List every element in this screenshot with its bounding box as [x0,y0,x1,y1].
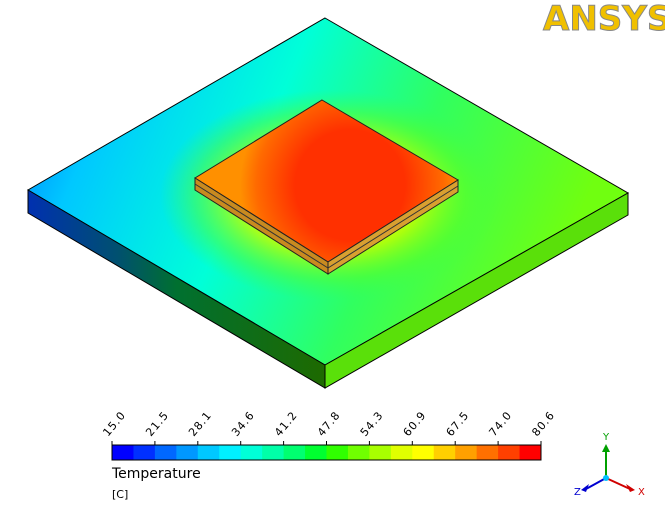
colorbar-segment [262,445,285,460]
colorbar-segment [283,445,306,460]
colorbar-tick-label: 74.0 [486,409,514,439]
legend-unit: [C] [112,488,128,501]
legend-title: Temperature [111,466,201,482]
chip-layer [327,185,459,269]
colorbar-tick-label: 47.8 [315,409,343,439]
triad-origin [603,475,609,481]
logo: ANSYS [543,0,665,39]
colorbar-segment [112,445,134,460]
chip-layer [194,183,329,269]
colorbar-segment [390,445,413,460]
colorbar-tick-label: 60.9 [401,409,429,439]
colorbar-tick-label: 41.2 [272,409,300,439]
triad-y-label: Y [602,432,610,443]
triad-x-arrow [626,484,635,492]
colorbar-segment [412,445,435,460]
triad-x-label: X [638,487,645,498]
colorbar-segment [455,445,478,460]
colorbar-segment [476,445,499,460]
colorbar-segment [369,445,392,460]
triad-z-label: Z [574,487,581,498]
triad-x-axis [605,477,631,490]
colorbar-tick-label: 15.0 [100,409,128,439]
colorbar-tick-label: 54.3 [358,409,386,439]
triad-z-axis [585,477,607,490]
colorbar-segment [133,445,156,460]
plate-right [324,192,629,389]
colorbar-segment [219,445,242,460]
colorbar-tick-label: 67.5 [444,409,472,439]
colorbar-tick-label: 21.5 [143,409,171,439]
colorbar-segment [326,445,349,460]
colorbar-segment [347,445,370,460]
colorbar-segment [197,445,220,460]
colorbar-tick-label: 34.6 [229,409,257,439]
colorbar-segment [154,445,177,460]
colorbar-segment [305,445,327,460]
colorbar-tick-label: 28.1 [186,409,214,439]
triad-y-arrow [602,444,610,452]
triad-z-arrow [581,484,589,492]
colorbar-segment [176,445,199,460]
colorbar-segment [433,445,456,460]
colorbar-segment [240,445,263,460]
colorbar-segment [519,445,542,460]
colorbar: 15.0 21.5 28.1 34.6 41.2 47.8 54.3 60.9 67.5 74.0… [100,409,558,461]
colorbar-tick-label: 80.6 [529,409,557,439]
colorbar-segment [498,445,521,460]
